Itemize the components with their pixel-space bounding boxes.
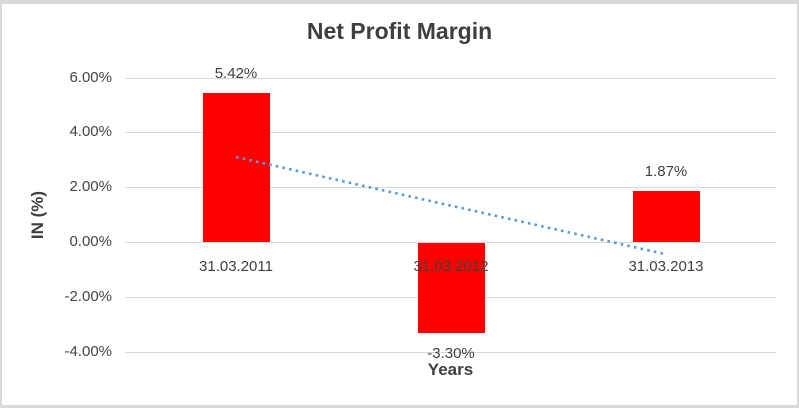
x-category-label: 31.03.2013 (628, 258, 704, 275)
bar-2013 (632, 191, 700, 242)
bar-2012 (417, 243, 485, 333)
y-tick-label: 2.00% (69, 178, 112, 195)
y-tick-label: 6.00% (69, 69, 112, 86)
y-tick-label: 4.00% (69, 123, 112, 140)
gridline (125, 132, 776, 133)
chart-title: Net Profit Margin (306, 18, 493, 44)
data-label: 5.42% (214, 65, 258, 82)
y-axis-title: IN (%) (28, 190, 47, 240)
gridline (125, 78, 776, 79)
x-axis-title: Years (427, 360, 474, 379)
y-tick-label: -4.00% (64, 343, 112, 360)
data-label: 1.87% (644, 163, 688, 180)
y-tick-label: 0.00% (69, 233, 112, 250)
gridline (125, 352, 776, 353)
bar-2011 (202, 93, 270, 242)
x-category-label: 31.03.2012 (413, 258, 489, 275)
x-category-label: 31.03.2011 (199, 258, 273, 275)
y-tick-label: -2.00% (64, 288, 112, 305)
data-label: -3.30% (427, 345, 475, 362)
